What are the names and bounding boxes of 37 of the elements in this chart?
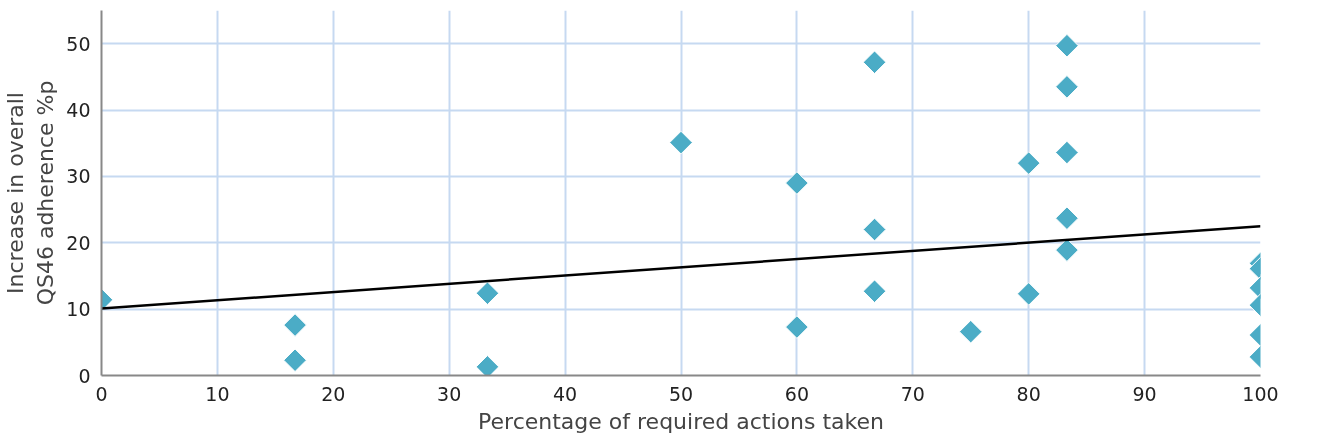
point (475, 281, 500, 306)
point (785, 171, 809, 195)
point (1055, 206, 1079, 231)
y-tick-label: 20 (66, 231, 91, 254)
point (669, 130, 693, 155)
point (1016, 151, 1041, 175)
x-axis-title: Percentage of required actions taken (478, 408, 884, 434)
point (785, 315, 809, 339)
point (1016, 282, 1041, 306)
point (475, 355, 500, 376)
y-tick-label: 10 (66, 298, 91, 321)
x-tick-label: 100 (1242, 382, 1279, 405)
y-axis-title: Increase in overall QS46 adherence %p (3, 80, 59, 306)
point (862, 50, 887, 75)
x-tick-label: 90 (1132, 382, 1157, 405)
point (862, 217, 887, 242)
x-tick-label: 10 (205, 382, 230, 405)
point (1055, 140, 1079, 165)
y-tick-label: 40 (66, 99, 91, 122)
point (1055, 238, 1079, 262)
y-tick-label: 0 (78, 364, 91, 387)
point (862, 279, 887, 304)
x-tick-label: 40 (553, 382, 578, 405)
x-tick-label: 20 (321, 382, 346, 405)
point (283, 313, 307, 337)
point (1055, 75, 1079, 99)
x-tick-label: 60 (784, 382, 809, 405)
point (283, 348, 307, 373)
x-tick-label: 0 (95, 382, 108, 405)
y-tick-label: 30 (66, 165, 91, 188)
x-tick-label: 50 (668, 382, 694, 405)
x-tick-label: 30 (437, 382, 462, 405)
x-tick-label: 80 (1016, 382, 1041, 405)
point (1055, 33, 1079, 58)
y-tick-label: 50 (66, 32, 91, 55)
x-tick-label: 70 (900, 382, 925, 405)
point (958, 319, 983, 344)
